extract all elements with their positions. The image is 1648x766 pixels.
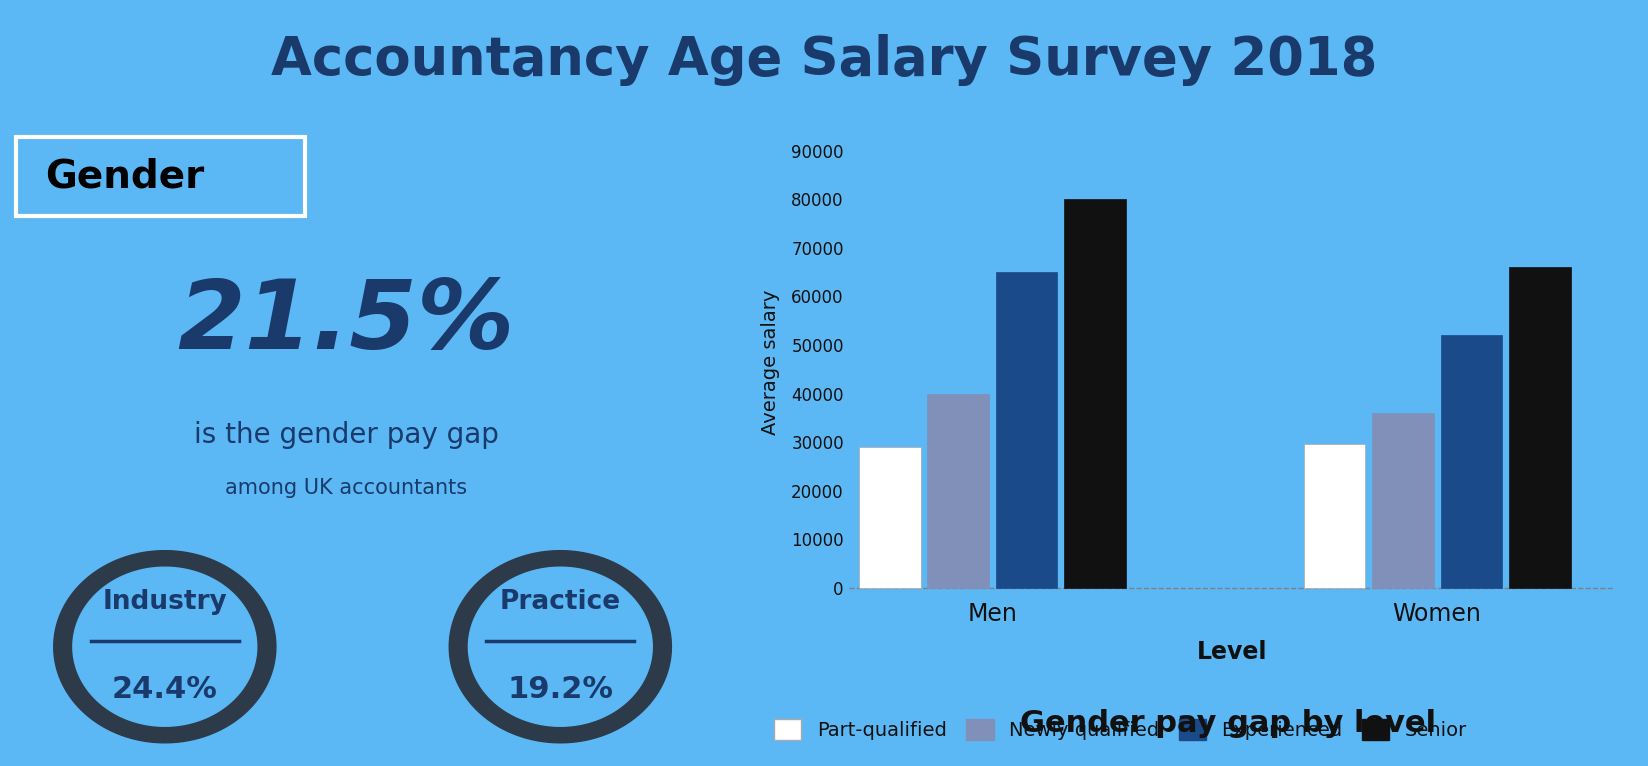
Text: 24.4%: 24.4% xyxy=(112,676,218,704)
Text: 19.2%: 19.2% xyxy=(508,676,613,704)
Y-axis label: Average salary: Average salary xyxy=(761,290,780,434)
Text: Gender pay gap by level: Gender pay gap by level xyxy=(1020,709,1435,738)
Text: Practice: Practice xyxy=(499,589,621,614)
X-axis label: Level: Level xyxy=(1196,640,1267,664)
Text: is the gender pay gap: is the gender pay gap xyxy=(194,421,498,449)
FancyBboxPatch shape xyxy=(16,136,305,216)
Bar xyxy=(928,394,989,588)
Text: 21.5%: 21.5% xyxy=(178,276,514,368)
Bar xyxy=(1373,413,1434,588)
Legend: Part-qualified, Newly qualified, Experienced, Senior: Part-qualified, Newly qualified, Experie… xyxy=(766,711,1475,748)
Bar xyxy=(1510,267,1571,588)
Bar xyxy=(1304,444,1365,588)
Text: Accountancy Age Salary Survey 2018: Accountancy Age Salary Survey 2018 xyxy=(270,34,1378,87)
Polygon shape xyxy=(73,568,257,726)
Polygon shape xyxy=(450,551,671,743)
Bar xyxy=(995,272,1058,588)
Bar xyxy=(1065,199,1126,588)
Bar xyxy=(1440,336,1501,588)
Text: Industry: Industry xyxy=(102,589,227,614)
Polygon shape xyxy=(468,568,653,726)
Polygon shape xyxy=(54,551,275,743)
Text: Gender: Gender xyxy=(44,157,204,195)
Text: among UK accountants: among UK accountants xyxy=(226,478,466,498)
Bar xyxy=(859,447,921,588)
